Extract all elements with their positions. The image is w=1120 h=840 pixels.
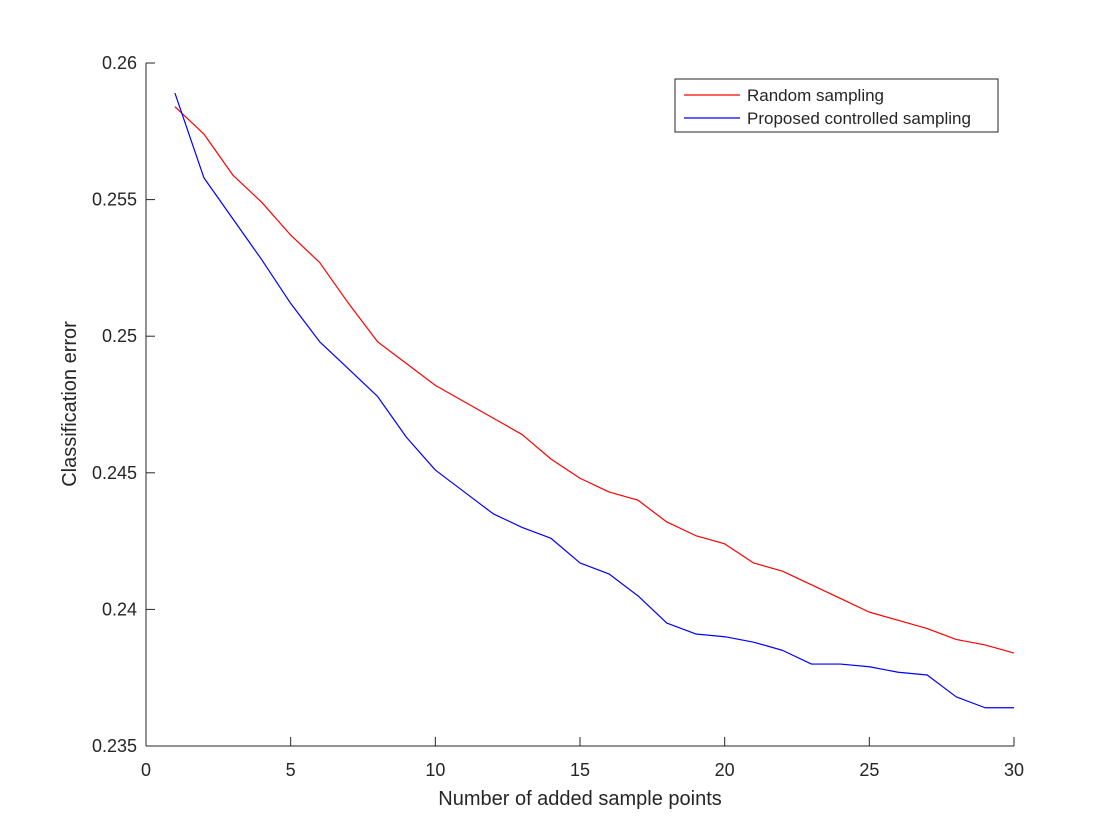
y-tick-label: 0.255 bbox=[92, 190, 137, 210]
legend-label-random-sampling: Random sampling bbox=[747, 86, 884, 105]
legend-label-proposed-controlled-sampling: Proposed controlled sampling bbox=[747, 109, 971, 128]
x-tick-label: 30 bbox=[1004, 760, 1024, 780]
y-tick-label: 0.26 bbox=[102, 53, 137, 73]
x-tick-label: 10 bbox=[425, 760, 445, 780]
x-tick-label: 15 bbox=[570, 760, 590, 780]
y-tick-label: 0.245 bbox=[92, 463, 137, 483]
ticks-layer: 0 5 10 15 20 25 30 0.235 0.24 0.245 0.25 0.255 0.26 bbox=[92, 53, 1024, 780]
x-tick-label: 25 bbox=[859, 760, 879, 780]
x-tick-label: 0 bbox=[141, 760, 151, 780]
legend: Random sampling Proposed controlled samp… bbox=[674, 78, 999, 133]
series-layer bbox=[174, 92, 1015, 709]
y-axis-label: Classification error bbox=[59, 321, 81, 487]
legend-box bbox=[674, 78, 999, 133]
y-tick-label: 0.25 bbox=[102, 326, 137, 346]
x-tick-label: 20 bbox=[715, 760, 735, 780]
y-tick-label: 0.24 bbox=[102, 599, 137, 619]
x-tick-label: 5 bbox=[286, 760, 296, 780]
series-line-proposed-controlled-sampling bbox=[174, 92, 1014, 709]
y-tick-label: 0.235 bbox=[92, 736, 137, 756]
x-axis-label: Number of added sample points bbox=[438, 788, 722, 810]
series-line-random-sampling bbox=[174, 106, 1015, 654]
